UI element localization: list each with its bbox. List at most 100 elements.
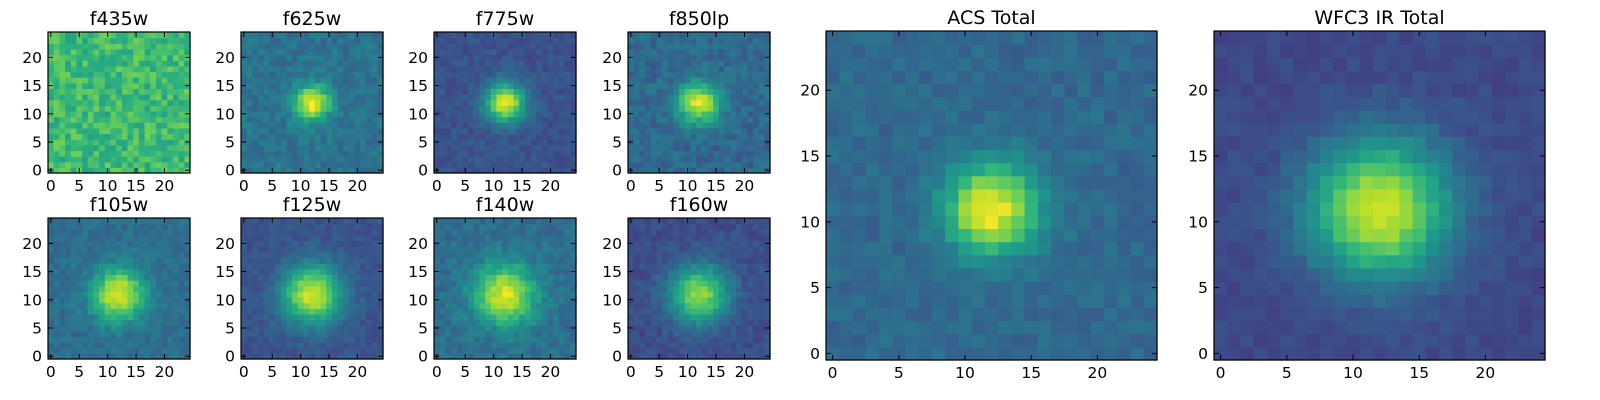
pixel-cell [172, 234, 180, 242]
pixel-cell [258, 54, 265, 61]
y-tick-label: 20 [22, 235, 42, 253]
pixel-cell [530, 234, 537, 242]
pixel-cell [172, 65, 180, 73]
pixel-cell [468, 60, 475, 67]
pixel-cell [752, 94, 760, 101]
pixel-cell [547, 65, 554, 73]
pixel-cell [172, 82, 180, 89]
pixel-cell [303, 133, 310, 140]
pixel-cell [662, 167, 669, 174]
pixel-cell [530, 144, 537, 152]
pixel-cell [496, 88, 503, 95]
pixel-cell [479, 274, 486, 281]
pixel-cell [337, 99, 344, 106]
pixel-cell [662, 325, 669, 332]
pixel-cell [150, 353, 157, 360]
pixel-cell [558, 319, 566, 326]
pixel-cell [286, 251, 293, 259]
pixel-cell [110, 133, 117, 140]
pixel-cell [110, 54, 117, 61]
pixel-cell [507, 161, 515, 168]
pixel-cell [570, 263, 577, 270]
pixel-cell [456, 313, 463, 321]
pixel-cell [730, 336, 737, 343]
pixel-cell [747, 105, 754, 112]
pixel-cell [684, 94, 692, 101]
pixel-cell [127, 161, 134, 168]
pixel-cell [110, 330, 117, 338]
pixel-cell [155, 37, 163, 44]
pixel-cell [337, 291, 344, 298]
pixel-cell [485, 54, 492, 61]
pixel-cell [667, 268, 675, 275]
pixel-cell [650, 347, 657, 354]
pixel-cell [309, 246, 316, 253]
pixel-cell [547, 161, 554, 168]
pixel-cell [473, 99, 481, 106]
pixel-cell [735, 347, 743, 354]
pixel-cell [320, 240, 327, 247]
pixel-cell [485, 161, 492, 168]
pixel-cell [679, 71, 686, 78]
pixel-cell [337, 127, 344, 135]
pixel-cell [645, 161, 652, 168]
pixel-cell [326, 257, 333, 264]
pixel-cell [246, 144, 253, 152]
pixel-cell [473, 43, 481, 50]
pixel-cell [439, 263, 446, 270]
pixel-cell [280, 65, 288, 73]
pixel-cell [297, 268, 305, 275]
pixel-cell [662, 313, 669, 321]
pixel-cell [314, 110, 322, 118]
pixel-cell [269, 296, 276, 304]
pixel-cell [133, 150, 140, 157]
pixel-cell [547, 240, 554, 247]
pixel-cell [99, 156, 106, 163]
pixel-cell [713, 60, 720, 67]
pixel-cell [564, 65, 571, 73]
pixel-cell [286, 82, 293, 89]
pixel-cell [337, 330, 344, 338]
pixel-cell [172, 353, 180, 360]
pixel-cell [155, 263, 163, 270]
pixel-cell [479, 336, 486, 343]
pixel-cell [690, 77, 697, 84]
pixel-cell [110, 150, 117, 157]
pixel-cell [172, 48, 180, 56]
pixel-cell [70, 161, 77, 168]
pixel-cell [150, 218, 157, 225]
pixel-cell [365, 336, 373, 343]
pixel-cell [462, 268, 469, 275]
pixel-cell [178, 325, 185, 332]
pixel-cell [673, 285, 680, 292]
pixel-cell [280, 60, 288, 67]
pixel-cell [48, 156, 55, 163]
pixel-cell [667, 110, 675, 118]
pixel-cell [76, 296, 83, 304]
pixel-cell [297, 319, 305, 326]
pixel-cell [513, 110, 520, 118]
pixel-cell [730, 161, 737, 168]
pixel-cell [496, 319, 503, 326]
pixel-cell [371, 302, 378, 309]
pixel-cell [127, 167, 134, 174]
pixel-cell [758, 353, 765, 360]
pixel-cell [297, 105, 305, 112]
pixel-cell [82, 342, 89, 349]
pixel-cell [360, 144, 367, 152]
pixel-cell [530, 110, 537, 118]
pixel-cell [127, 240, 134, 247]
pixel-cell [462, 161, 469, 168]
pixel-cell [348, 133, 356, 140]
pixel-cell [724, 77, 731, 84]
pixel-cell [121, 229, 129, 236]
pixel-cell [348, 94, 356, 101]
pixel-cell [639, 48, 646, 56]
pixel-cell [547, 263, 554, 270]
pixel-cell [752, 99, 760, 106]
pixel-cell [553, 274, 560, 281]
pixel-cell [679, 291, 686, 298]
pixel-cell [365, 268, 373, 275]
pixel-cell [314, 246, 322, 253]
pixel-cell [87, 223, 95, 230]
